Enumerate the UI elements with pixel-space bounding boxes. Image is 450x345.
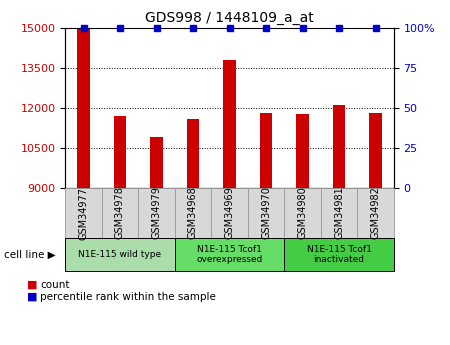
Text: GSM34978: GSM34978 [115, 187, 125, 239]
Text: GSM34968: GSM34968 [188, 187, 198, 239]
Text: GSM34969: GSM34969 [225, 187, 234, 239]
Bar [187, 119, 199, 188]
Text: GSM34981: GSM34981 [334, 187, 344, 239]
Text: GSM34982: GSM34982 [370, 187, 381, 239]
Bar [369, 113, 382, 188]
Text: count: count [40, 280, 70, 289]
Text: GSM34980: GSM34980 [297, 187, 307, 239]
Title: GDS998 / 1448109_a_at: GDS998 / 1448109_a_at [145, 11, 314, 25]
Bar [223, 60, 236, 188]
Text: GSM34970: GSM34970 [261, 187, 271, 239]
Text: GSM34977: GSM34977 [78, 187, 89, 239]
Bar [296, 115, 309, 188]
Text: GSM34979: GSM34979 [152, 187, 162, 239]
Bar [77, 28, 90, 188]
Text: ■: ■ [27, 280, 37, 289]
Text: cell line ▶: cell line ▶ [4, 249, 56, 259]
Text: percentile rank within the sample: percentile rank within the sample [40, 292, 216, 302]
Bar [150, 137, 163, 188]
Bar [113, 116, 126, 188]
Bar [260, 113, 272, 188]
Text: N1E-115 Tcof1
inactivated: N1E-115 Tcof1 inactivated [306, 245, 371, 264]
Text: ■: ■ [27, 292, 37, 302]
Bar [333, 105, 346, 188]
Text: N1E-115 Tcof1
overexpressed: N1E-115 Tcof1 overexpressed [196, 245, 263, 264]
Text: N1E-115 wild type: N1E-115 wild type [78, 250, 162, 259]
